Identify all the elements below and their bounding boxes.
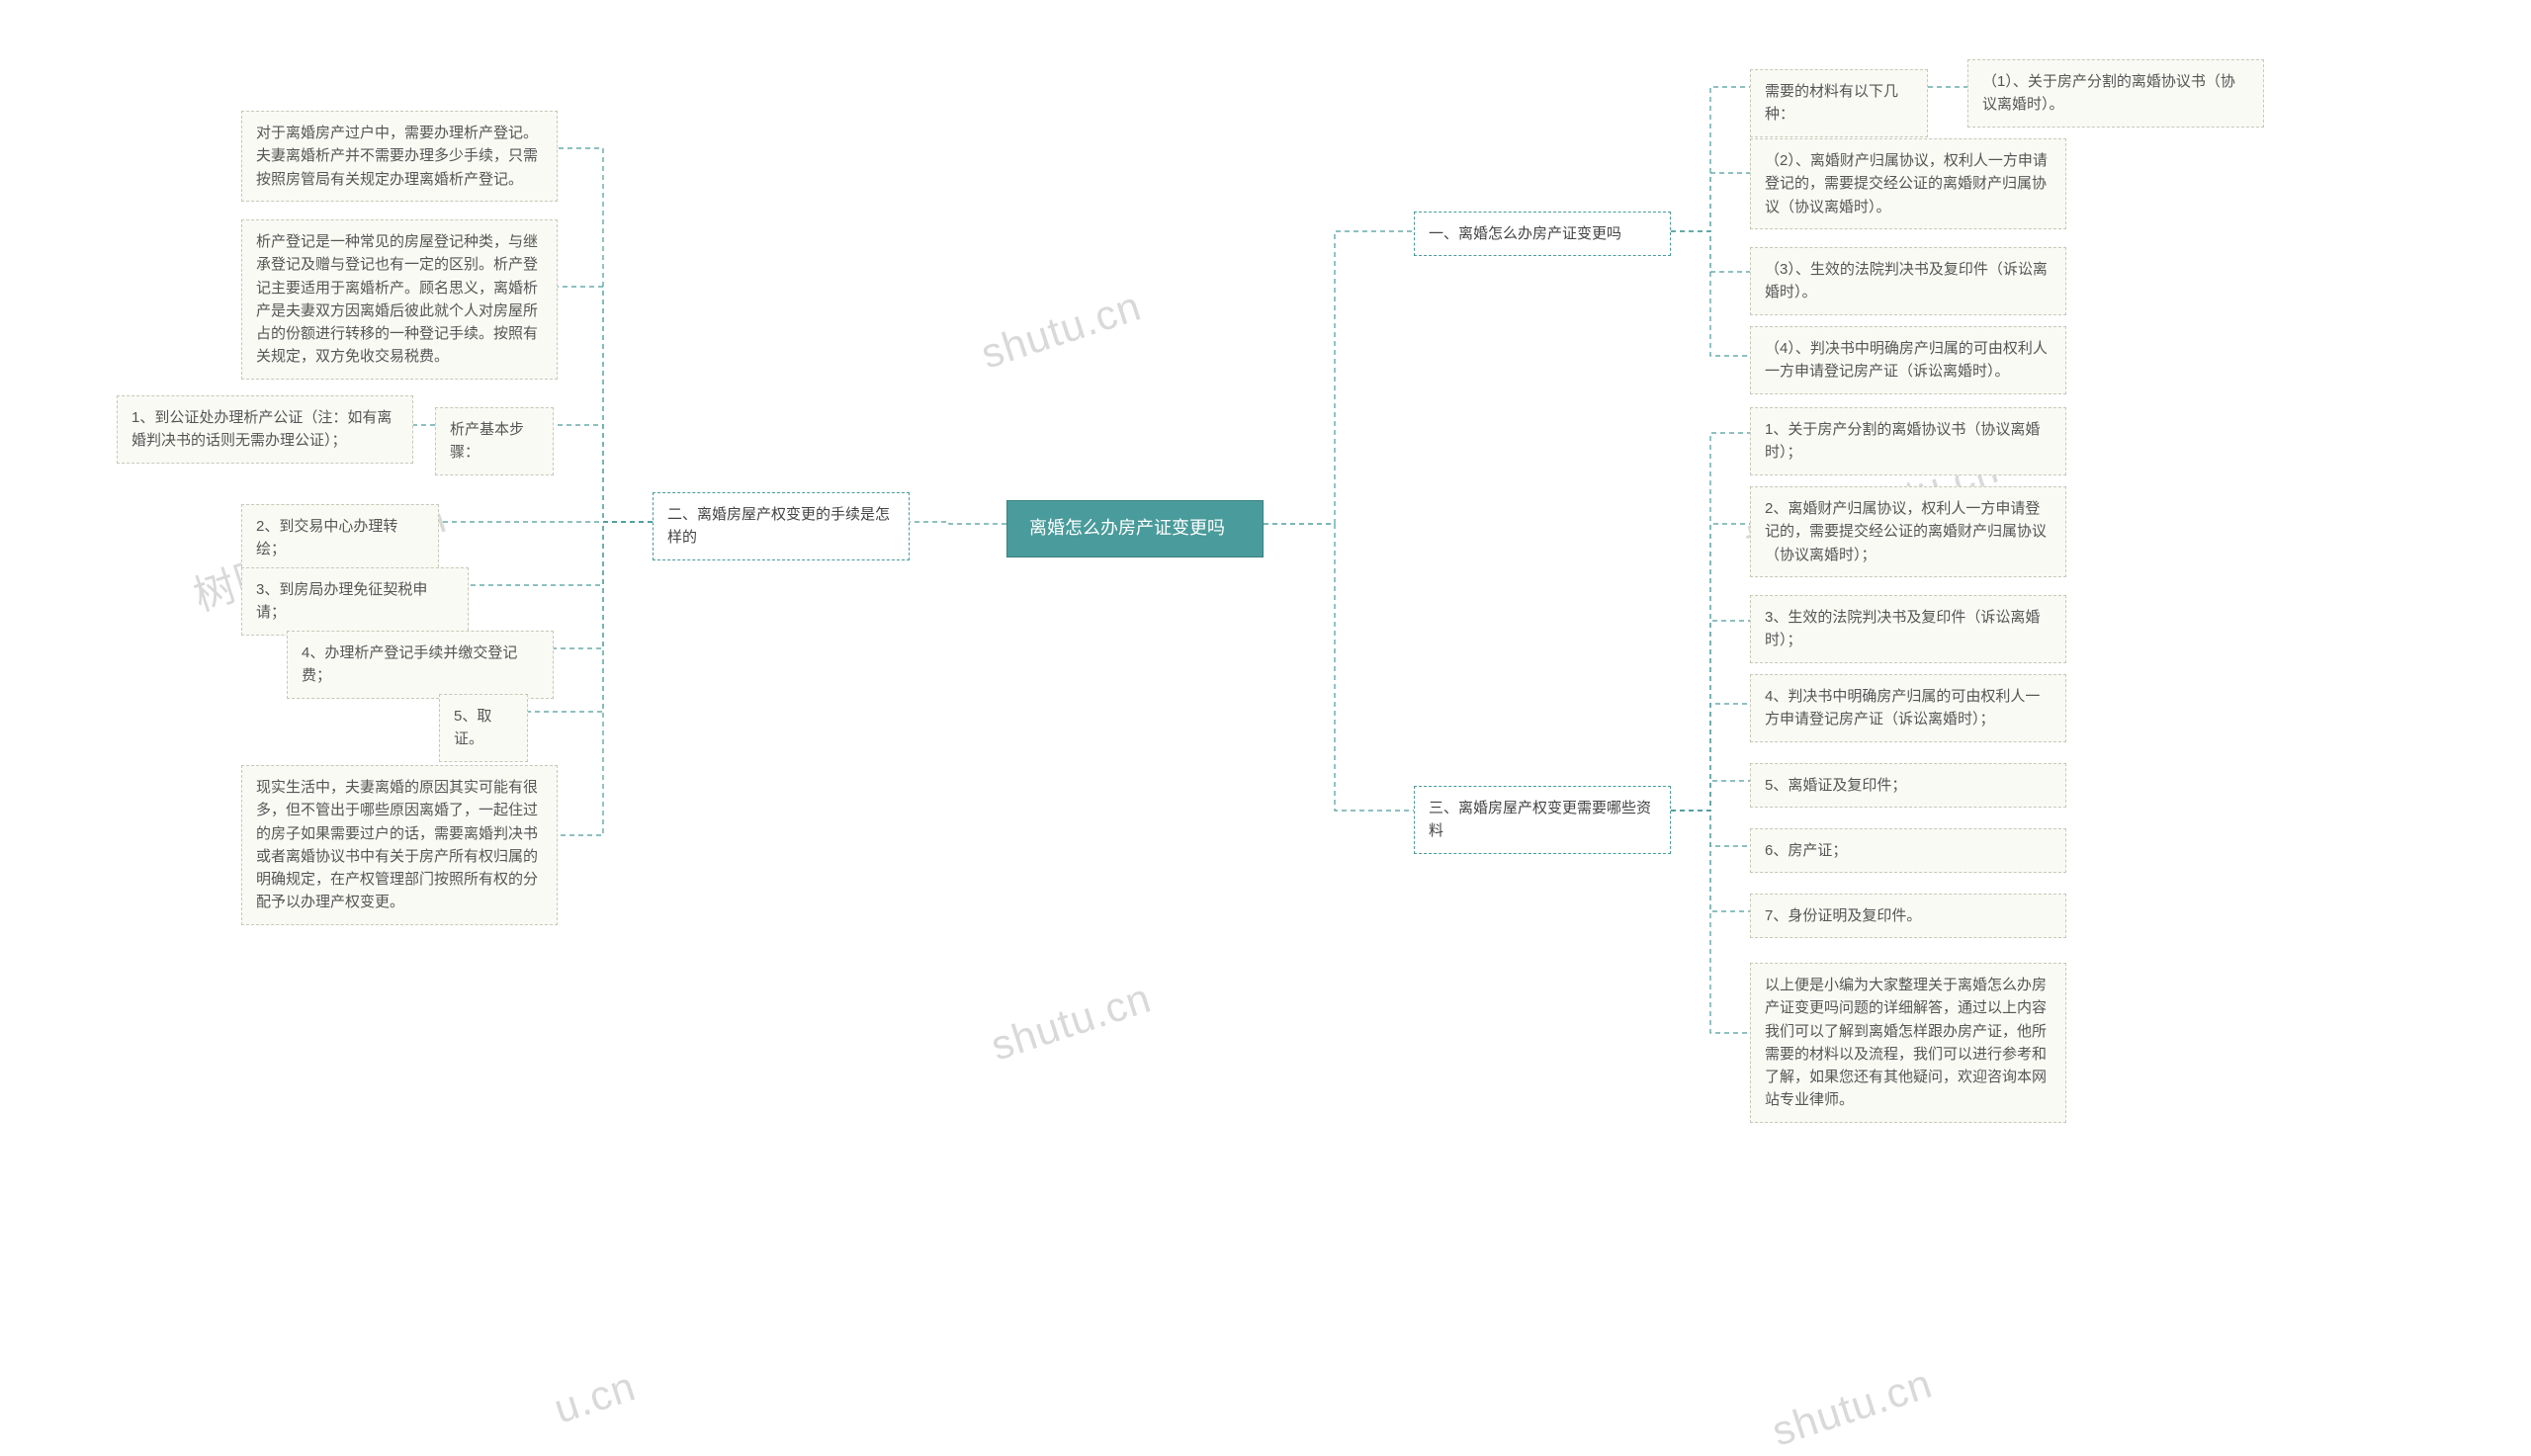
branch-1[interactable]: 一、离婚怎么办房产证变更吗 [1414,212,1671,256]
watermark: u.cn [549,1362,642,1432]
root-node[interactable]: 离婚怎么办房产证变更吗 [1006,500,1264,557]
watermark: shutu.cn [1767,1359,1938,1455]
b2-s2[interactable]: 2、到交易中心办理转绘； [241,504,439,572]
b2-s4[interactable]: 4、办理析产登记手续并缴交登记费； [287,631,554,699]
branch-2[interactable]: 二、离婚房屋产权变更的手续是怎样的 [653,492,910,560]
watermark: shutu.cn [976,282,1147,378]
b1-c2[interactable]: （2）、离婚财产归属协议，权利人一方申请登记的，需要提交经公证的离婚财产归属协议… [1750,138,2066,229]
watermark: shutu.cn [986,974,1157,1070]
b2-steps-label[interactable]: 析产基本步骤： [435,407,554,475]
b1-c1-1[interactable]: （1）、关于房产分割的离婚协议书（协议离婚时）。 [1967,59,2264,128]
b3-m3[interactable]: 3、生效的法院判决书及复印件（诉讼离婚时）； [1750,595,2066,663]
b1-c3[interactable]: （3）、生效的法院判决书及复印件（诉讼离婚时）。 [1750,247,2066,315]
b3-m6[interactable]: 6、房产证； [1750,828,2066,873]
b3-m2[interactable]: 2、离婚财产归属协议，权利人一方申请登记的，需要提交经公证的离婚财产归属协议（协… [1750,486,2066,577]
b2-p3[interactable]: 现实生活中，夫妻离婚的原因其实可能有很多，但不管出于哪些原因离婚了，一起住过的房… [241,765,558,925]
branch-3[interactable]: 三、离婚房屋产权变更需要哪些资料 [1414,786,1671,854]
b3-m1[interactable]: 1、关于房产分割的离婚协议书（协议离婚时）； [1750,407,2066,475]
b2-s5[interactable]: 5、取证。 [439,694,528,762]
connectors-svg [0,0,2531,1410]
b2-p1[interactable]: 对于离婚房产过户中，需要办理析产登记。夫妻离婚析产并不需要办理多少手续，只需按照… [241,111,558,202]
b3-m5[interactable]: 5、离婚证及复印件； [1750,763,2066,808]
b3-m7[interactable]: 7、身份证明及复印件。 [1750,894,2066,938]
b1-c4[interactable]: （4）、判决书中明确房产归属的可由权利人一方申请登记房产证（诉讼离婚时）。 [1750,326,2066,394]
b2-s3[interactable]: 3、到房局办理免征契税申请； [241,567,469,636]
b2-s1[interactable]: 1、到公证处办理析产公证（注：如有离婚判决书的话则无需办理公证）； [117,395,413,464]
b2-p2[interactable]: 析产登记是一种常见的房屋登记种类，与继承登记及赠与登记也有一定的区别。析产登记主… [241,219,558,380]
b1-c1[interactable]: 需要的材料有以下几种： [1750,69,1928,137]
b3-m4[interactable]: 4、判决书中明确房产归属的可由权利人一方申请登记房产证（诉讼离婚时）； [1750,674,2066,742]
b3-m8[interactable]: 以上便是小编为大家整理关于离婚怎么办房产证变更吗问题的详细解答，通过以上内容我们… [1750,963,2066,1123]
